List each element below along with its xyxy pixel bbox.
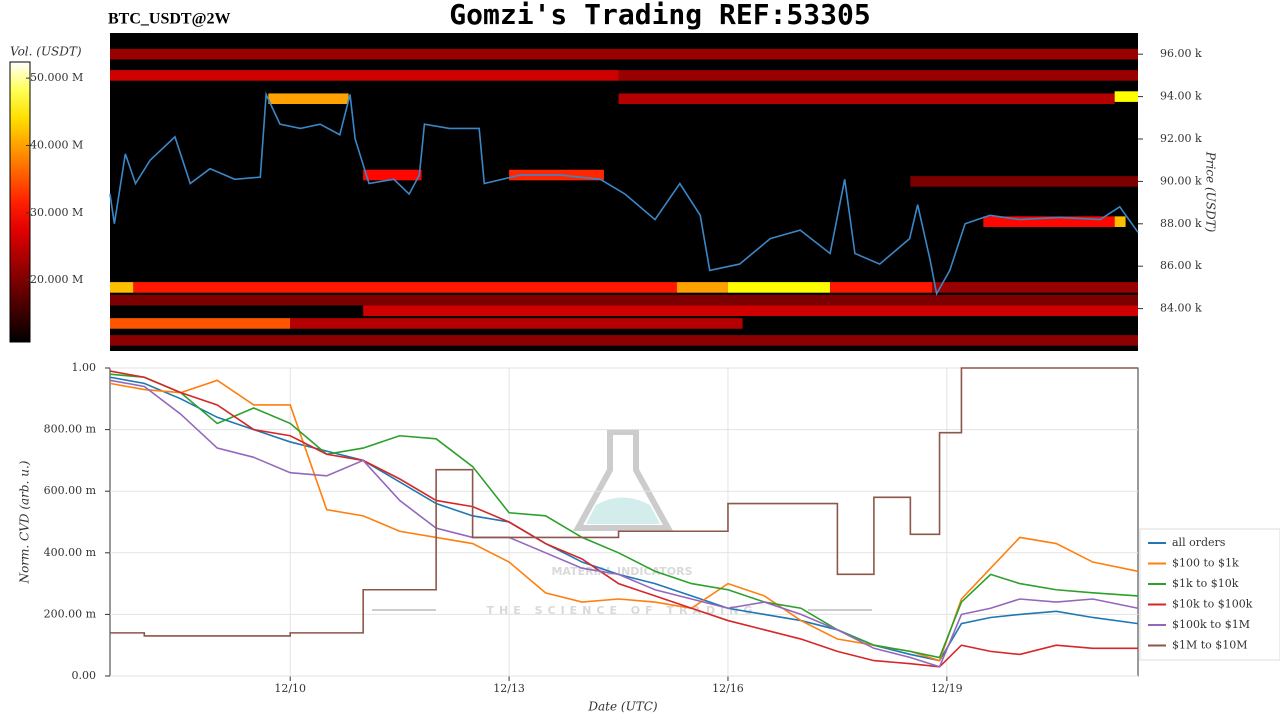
heat-cell xyxy=(268,93,349,105)
y-tick-label: 800.00 m xyxy=(44,423,97,436)
cvd-line xyxy=(109,379,1139,668)
y-tick-label: 84.00 k xyxy=(1160,302,1202,315)
heat-cell xyxy=(983,216,1115,227)
y-tick-label: 86.00 k xyxy=(1160,259,1202,272)
heat-cell xyxy=(1114,216,1126,227)
symbol: BTC_USDT@2W xyxy=(108,11,230,28)
heat-cell xyxy=(910,176,1138,187)
x-tick-label: 12/16 xyxy=(712,682,744,695)
colorbar-tick-label: 30.000 M xyxy=(30,206,83,219)
heat-cell xyxy=(110,318,291,329)
flask-liquid xyxy=(586,497,660,524)
cvd-line xyxy=(110,367,1138,637)
colorbar-tick-label: 40.000 M xyxy=(30,138,83,151)
heat-cell xyxy=(110,282,134,293)
flask-icon xyxy=(572,429,674,531)
price-line xyxy=(109,91,1139,297)
heat-cell xyxy=(290,318,743,329)
heat-cell xyxy=(133,282,677,293)
cvd-line xyxy=(109,379,1139,662)
x-tick-label: 12/19 xyxy=(931,682,963,695)
cvd-axis-label: Norm. CVD (arb. u.) xyxy=(18,460,32,584)
heat-cell xyxy=(110,294,1138,306)
x-tick-label: 12/10 xyxy=(274,682,306,695)
cvd-line xyxy=(109,376,1139,662)
y-tick-label: 94.00 k xyxy=(1160,90,1202,103)
heat-cell xyxy=(110,48,1138,60)
legend-label: all orders xyxy=(1172,536,1226,549)
legend-label: $100 to $1k xyxy=(1172,557,1239,570)
y-tick-label: 200.00 m xyxy=(44,607,97,620)
heat-cell xyxy=(363,169,422,181)
heat-cell xyxy=(110,70,619,81)
y-tick-label: 600.00 m xyxy=(44,484,97,497)
legend-label: $1M to $10M xyxy=(1172,639,1248,652)
cvd-line xyxy=(109,373,1139,659)
legend-label: $1k to $10k xyxy=(1172,577,1239,590)
heat-cell xyxy=(618,70,1138,81)
y-tick-label: 92.00 k xyxy=(1160,132,1202,145)
heat-cell xyxy=(618,93,1115,105)
heat-cell xyxy=(727,282,831,293)
heat-cell xyxy=(830,282,933,293)
legend-label: $100k to $1M xyxy=(1172,618,1250,631)
colorbar-tick-label: 20.000 M xyxy=(30,273,83,286)
y-tick-label: 88.00 k xyxy=(1160,217,1202,230)
y-tick-label: 96.00 k xyxy=(1160,47,1202,60)
colorbar-label: Vol. (USDT) xyxy=(10,45,82,59)
colorbar-tick-label: 50.000 M xyxy=(30,71,83,84)
x-tick-label: 12/13 xyxy=(493,682,525,695)
legend-box xyxy=(1139,528,1280,661)
y-tick-label: 1.00 xyxy=(72,361,97,374)
y-tick-label: 90.00 k xyxy=(1160,174,1202,187)
colorbar xyxy=(9,61,31,343)
title: Gomzi's Trading REF:53305 xyxy=(449,0,870,31)
y-tick-label: 0.00 xyxy=(72,669,97,682)
heat-cell xyxy=(932,282,1138,293)
watermark: MATERIAL INDICATORS THE SCIENCE OF TRADI… xyxy=(372,429,872,617)
heat-cell xyxy=(1114,91,1138,102)
heat-cell xyxy=(110,335,1138,346)
price-axis-label: Price (USDT) xyxy=(1204,151,1218,233)
y-tick-label: 400.00 m xyxy=(44,546,97,559)
heat-cell xyxy=(676,282,728,293)
cvd-line xyxy=(109,370,1138,668)
x-axis-label: Date (UTC) xyxy=(587,700,657,714)
heat-cell xyxy=(363,305,1138,317)
legend-label: $10k to $100k xyxy=(1172,598,1253,611)
